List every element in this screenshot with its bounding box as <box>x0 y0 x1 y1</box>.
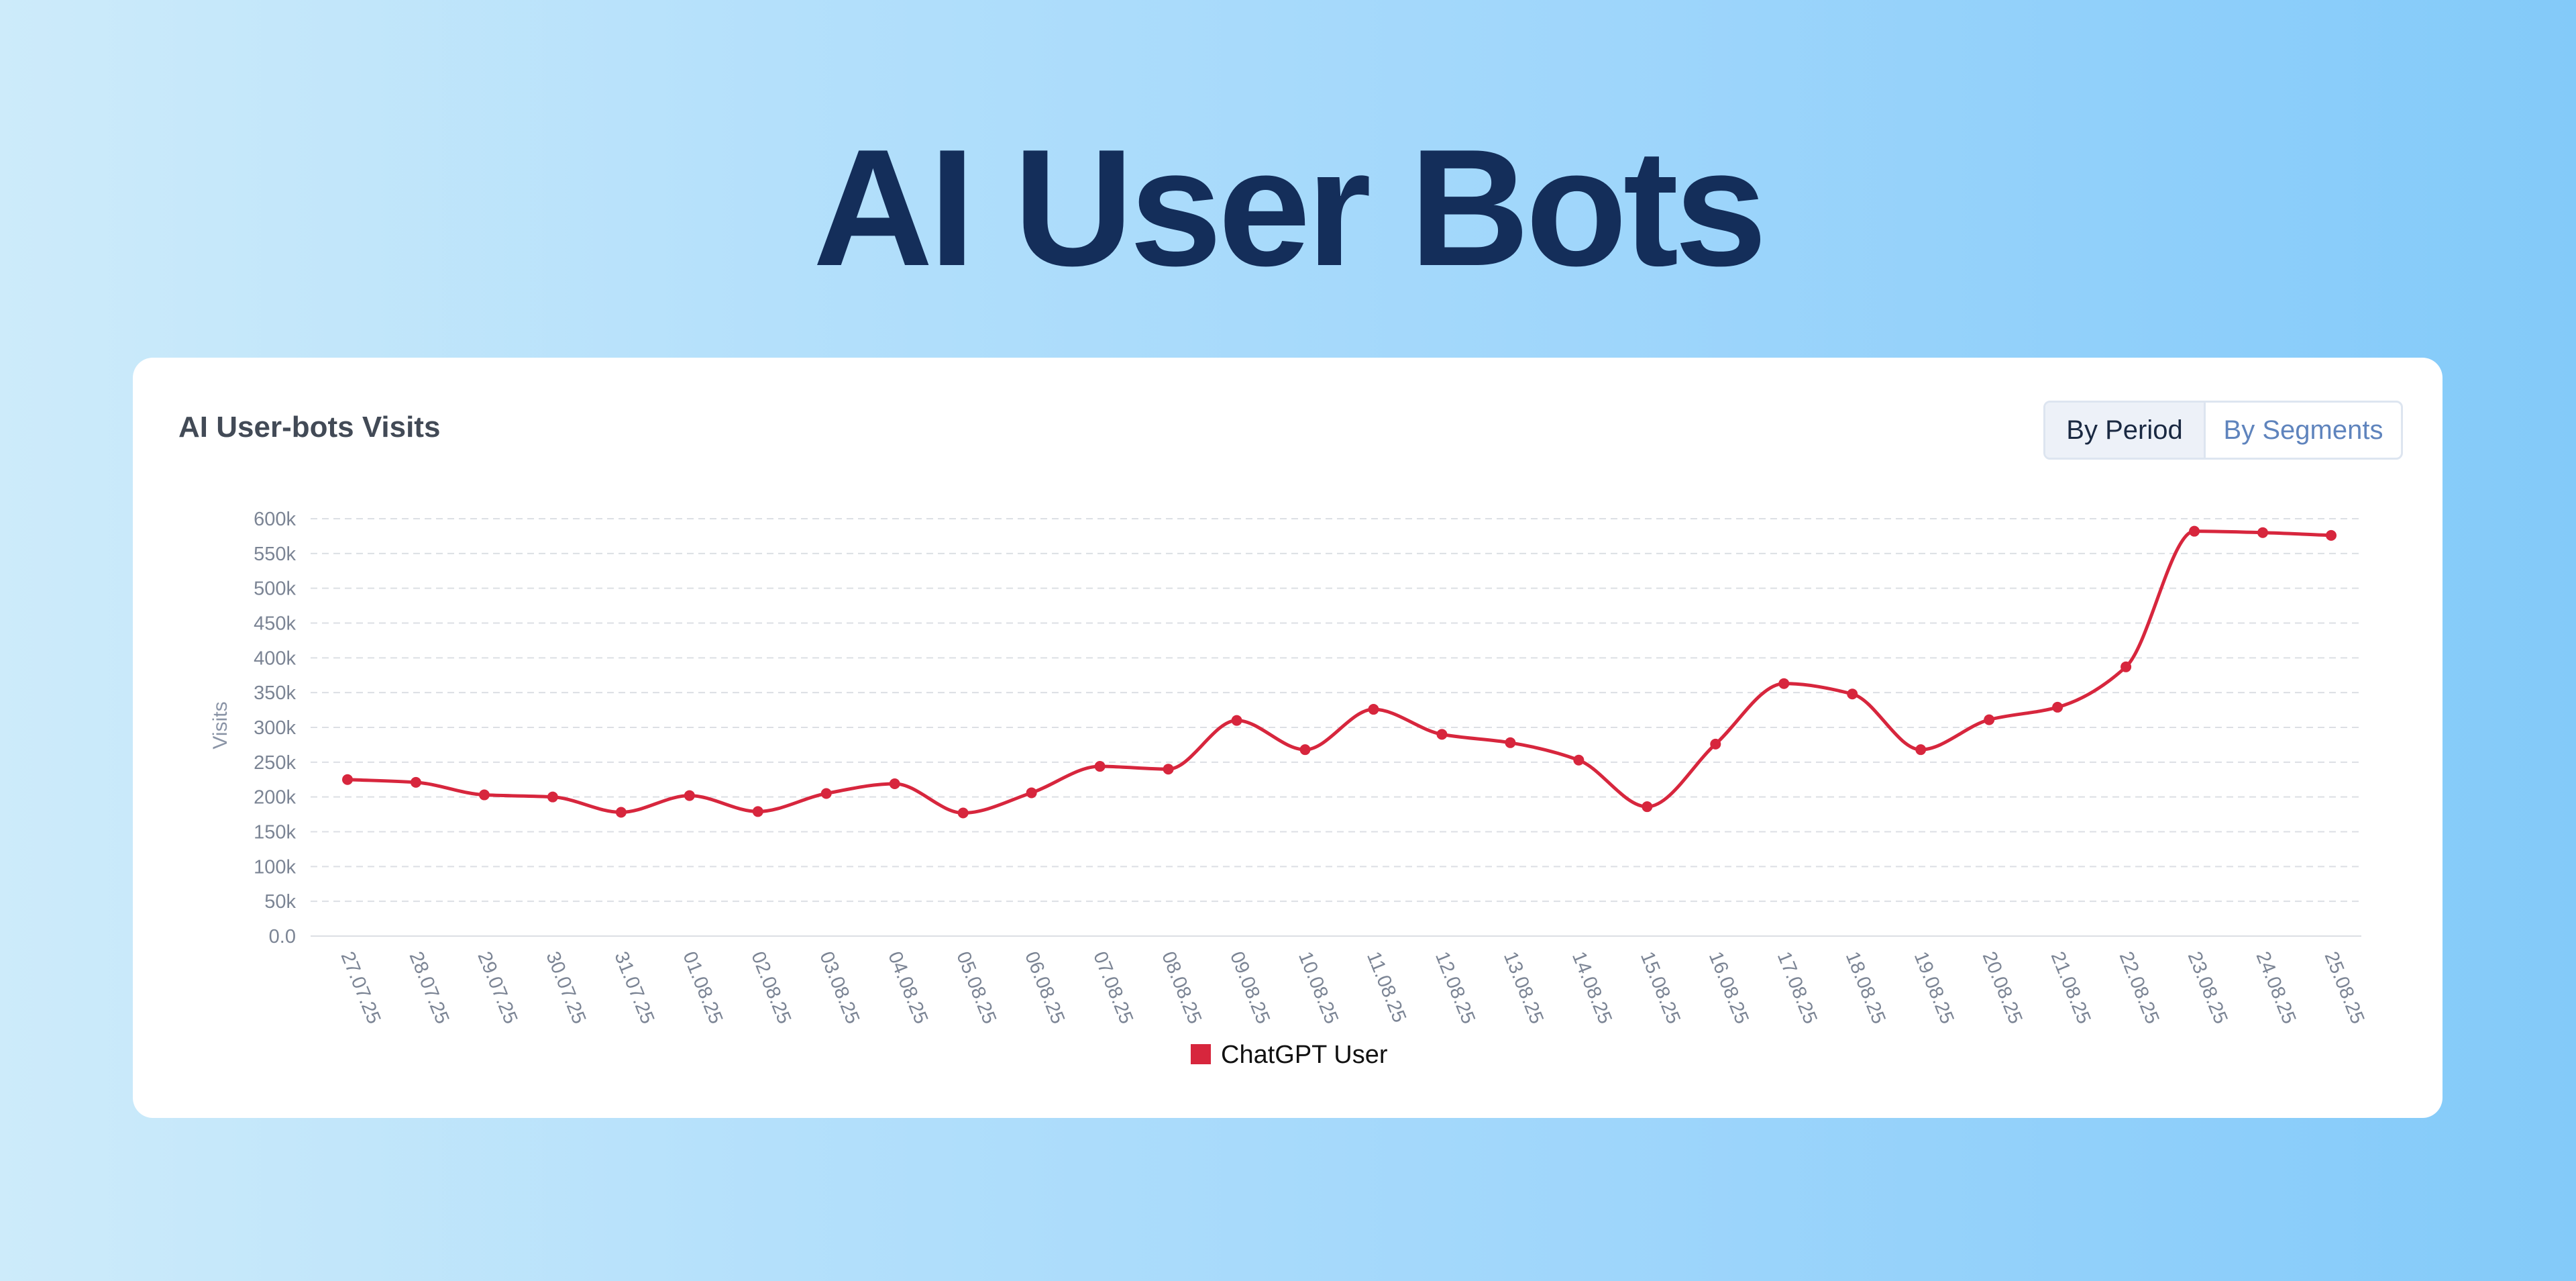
x-tick-label: 25.08.25 <box>2320 949 2369 1027</box>
y-tick-label: 500k <box>254 578 296 600</box>
data-point[interactable] <box>2257 527 2269 538</box>
x-tick-label: 05.08.25 <box>952 949 1000 1027</box>
data-point[interactable] <box>547 791 558 803</box>
x-tick-label: 12.08.25 <box>1431 949 1479 1027</box>
x-tick-label: 23.08.25 <box>2184 949 2232 1027</box>
data-point[interactable] <box>957 807 969 819</box>
x-tick-label: 24.08.25 <box>2252 949 2300 1027</box>
data-point[interactable] <box>1163 764 1174 775</box>
x-tick-label: 22.08.25 <box>2115 949 2163 1027</box>
data-point[interactable] <box>478 789 490 801</box>
x-tick-label: 29.07.25 <box>473 949 521 1027</box>
data-point[interactable] <box>889 778 900 789</box>
y-tick-label: 300k <box>254 717 296 739</box>
data-point[interactable] <box>410 776 421 788</box>
data-point[interactable] <box>2189 525 2200 537</box>
x-tick-label: 19.08.25 <box>1910 949 1958 1027</box>
by-period-button[interactable]: By Period <box>2045 403 2204 458</box>
y-tick-label: 450k <box>254 613 296 635</box>
y-tick-label: 600k <box>254 509 296 530</box>
data-point[interactable] <box>1847 688 1858 700</box>
x-tick-label: 08.08.25 <box>1157 949 1205 1027</box>
y-tick-label: 0.0 <box>269 926 296 947</box>
y-tick-label: 350k <box>254 682 296 704</box>
data-point[interactable] <box>1299 744 1311 756</box>
x-tick-label: 31.07.25 <box>610 949 658 1027</box>
by-segments-button[interactable]: By Segments <box>2204 403 2401 458</box>
x-tick-label: 14.08.25 <box>1568 949 1616 1027</box>
data-point[interactable] <box>2121 661 2132 672</box>
data-point[interactable] <box>2052 701 2063 713</box>
x-tick-label: 11.08.25 <box>1362 949 1410 1026</box>
y-tick-label: 150k <box>254 822 296 843</box>
data-point[interactable] <box>1915 744 1927 756</box>
x-tick-label: 13.08.25 <box>1499 949 1548 1027</box>
chart-card: AI User-bots Visits By Period By Segment… <box>133 358 2443 1118</box>
y-tick-label: 250k <box>254 752 296 774</box>
data-point[interactable] <box>1710 738 1721 750</box>
data-point[interactable] <box>820 788 832 799</box>
data-point[interactable] <box>684 790 695 801</box>
x-tick-label: 16.08.25 <box>1705 949 1753 1027</box>
x-tick-label: 02.08.25 <box>747 949 795 1027</box>
y-tick-label: 550k <box>254 544 296 565</box>
x-tick-label: 06.08.25 <box>1020 949 1069 1027</box>
data-point[interactable] <box>1231 715 1242 726</box>
x-tick-label: 21.08.25 <box>2047 949 2095 1027</box>
legend-label: ChatGPT User <box>1221 1041 1388 1069</box>
legend-swatch <box>1191 1044 1211 1064</box>
line-chart: 0.0 50k 100k 150k 200k 250k 300k 350k 400k 450k 50… <box>209 509 2369 1069</box>
page-title: AI User Bots <box>812 114 1767 301</box>
series-line-chatgpt-user <box>345 529 2333 815</box>
y-axis-label: Visits <box>209 701 231 749</box>
data-point[interactable] <box>1984 714 1995 725</box>
data-point[interactable] <box>615 807 627 818</box>
x-tick-label: 17.08.25 <box>1773 949 1821 1027</box>
x-tick-label: 09.08.25 <box>1226 949 1274 1027</box>
card-title: AI User-bots Visits <box>178 411 441 444</box>
view-toggle: By Period By Segments <box>2043 401 2403 460</box>
legend: ChatGPT User <box>1191 1041 1388 1069</box>
data-point[interactable] <box>1778 678 1790 689</box>
x-tick-label: 28.07.25 <box>405 949 453 1027</box>
x-tick-label: 18.08.25 <box>1841 949 1890 1027</box>
data-point[interactable] <box>1368 704 1379 715</box>
data-point[interactable] <box>1505 737 1516 748</box>
data-point[interactable] <box>1436 729 1448 740</box>
x-tick-label: 03.08.25 <box>815 949 863 1027</box>
data-point[interactable] <box>342 774 353 785</box>
data-point[interactable] <box>1026 787 1037 799</box>
data-point[interactable] <box>1573 754 1585 766</box>
y-tick-label: 100k <box>254 856 296 878</box>
x-tick-label: 01.08.25 <box>678 949 727 1027</box>
x-tick-label: 30.07.25 <box>541 949 590 1027</box>
data-point[interactable] <box>752 806 763 817</box>
y-tick-label: 200k <box>254 787 296 809</box>
x-tick-label: 27.07.25 <box>337 949 385 1027</box>
x-tick-label: 10.08.25 <box>1294 949 1342 1027</box>
x-tick-label: 04.08.25 <box>883 949 932 1027</box>
y-tick-label: 400k <box>254 648 296 669</box>
data-point[interactable] <box>2326 529 2337 541</box>
x-tick-label: 15.08.25 <box>1636 949 1684 1027</box>
x-tick-label: 07.08.25 <box>1089 949 1137 1027</box>
data-point[interactable] <box>1642 801 1653 813</box>
x-tick-label: 20.08.25 <box>1978 949 2027 1027</box>
data-point[interactable] <box>1094 761 1106 772</box>
y-tick-label: 50k <box>264 891 296 913</box>
